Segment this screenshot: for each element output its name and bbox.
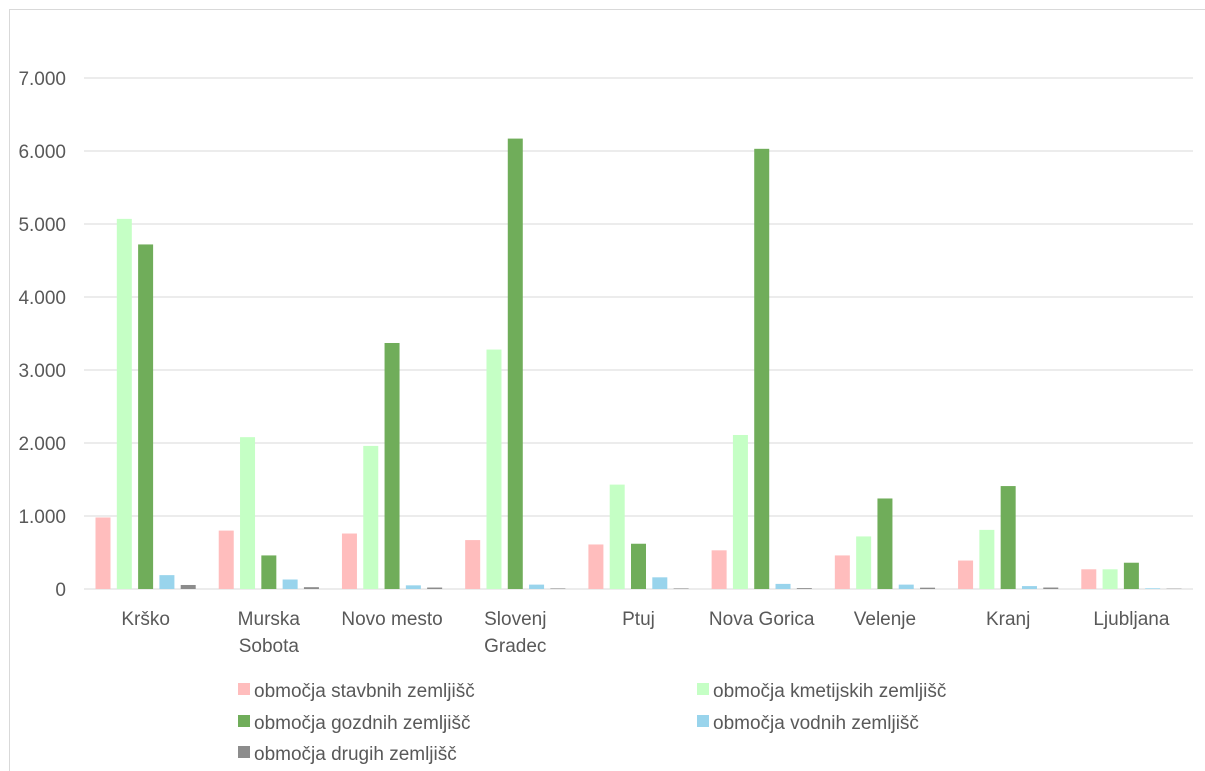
bars <box>95 138 1182 589</box>
legend-swatch <box>697 683 709 695</box>
bar <box>363 445 379 589</box>
bar <box>1043 587 1059 589</box>
legend: območja stavbnih zemljišč območja kmetijs… <box>238 681 946 765</box>
bar <box>261 555 277 589</box>
chart-frame <box>9 9 1205 771</box>
bar <box>180 584 196 589</box>
x-tick-label: Nova Gorica <box>709 609 815 630</box>
bar <box>529 584 545 589</box>
bar <box>631 543 646 589</box>
bar <box>303 587 319 589</box>
y-tick-label: 1.000 <box>18 507 66 528</box>
bar <box>1123 562 1139 589</box>
bar <box>711 550 727 589</box>
bar <box>796 588 812 589</box>
bar <box>856 536 872 589</box>
legend-swatch <box>238 683 250 695</box>
bar <box>1081 569 1097 589</box>
bar <box>465 540 481 589</box>
y-tick-label: 4.000 <box>18 288 66 309</box>
bar <box>384 342 400 589</box>
y-tick-label: 6.000 <box>18 142 66 163</box>
x-axis-tick-labels: Krško Murska Sobota Novo mesto Slovenj Gradec… <box>121 609 1170 657</box>
bar <box>427 587 443 589</box>
bar <box>958 560 974 589</box>
legend-swatch <box>697 715 709 727</box>
x-tick-label: Ptuj <box>622 609 655 630</box>
legend-swatch <box>238 715 250 727</box>
x-tick-label: Krško <box>121 609 170 630</box>
bar <box>507 138 523 589</box>
bar <box>405 585 421 589</box>
x-tick-label: Velenje <box>854 609 916 630</box>
x-tick-label: Novo mesto <box>341 609 442 630</box>
bar <box>116 218 132 589</box>
y-tick-label: 5.000 <box>18 215 66 236</box>
bar <box>652 577 668 589</box>
legend-label: območja vodnih zemljišč <box>713 713 919 734</box>
bar <box>95 517 111 589</box>
bar <box>159 575 175 589</box>
x-tick-label: Sobota <box>239 636 300 657</box>
bar <box>218 530 234 589</box>
x-tick-label: Slovenj <box>484 609 546 630</box>
x-tick-label: Gradec <box>484 636 546 657</box>
bar <box>240 437 256 589</box>
bar <box>486 349 502 589</box>
bar <box>673 588 689 589</box>
y-tick-label: 2.000 <box>18 434 66 455</box>
bar <box>898 584 914 589</box>
bar <box>1102 569 1118 589</box>
bar <box>550 588 566 589</box>
bar <box>754 148 770 589</box>
x-tick-label: Ljubljana <box>1093 609 1169 630</box>
bar <box>834 555 850 589</box>
legend-swatch <box>238 746 250 758</box>
bar <box>282 579 298 589</box>
legend-label: območja stavbnih zemljišč <box>254 681 475 702</box>
y-tick-label: 0 <box>55 580 66 601</box>
legend-label: območja kmetijskih zemljišč <box>713 681 946 702</box>
bar <box>138 244 154 589</box>
legend-label: območja gozdnih zemljišč <box>254 713 471 734</box>
bar <box>979 529 995 589</box>
bar <box>1021 586 1037 589</box>
bar <box>588 544 604 589</box>
x-tick-label: Murska <box>238 609 301 630</box>
bar <box>341 533 357 589</box>
x-tick-label: Kranj <box>986 609 1030 630</box>
bar <box>609 484 625 589</box>
bar <box>920 587 936 589</box>
bar <box>1145 588 1161 589</box>
bar <box>877 498 893 589</box>
legend-label: območja drugih zemljišč <box>254 744 457 765</box>
y-tick-label: 3.000 <box>18 361 66 382</box>
bar <box>732 434 748 589</box>
y-axis-tick-labels: 0 1.000 2.000 3.000 4.000 5.000 6.000 7.000 <box>18 69 66 601</box>
y-tick-label: 7.000 <box>18 69 66 90</box>
bar <box>775 583 791 589</box>
bar <box>1000 486 1016 589</box>
